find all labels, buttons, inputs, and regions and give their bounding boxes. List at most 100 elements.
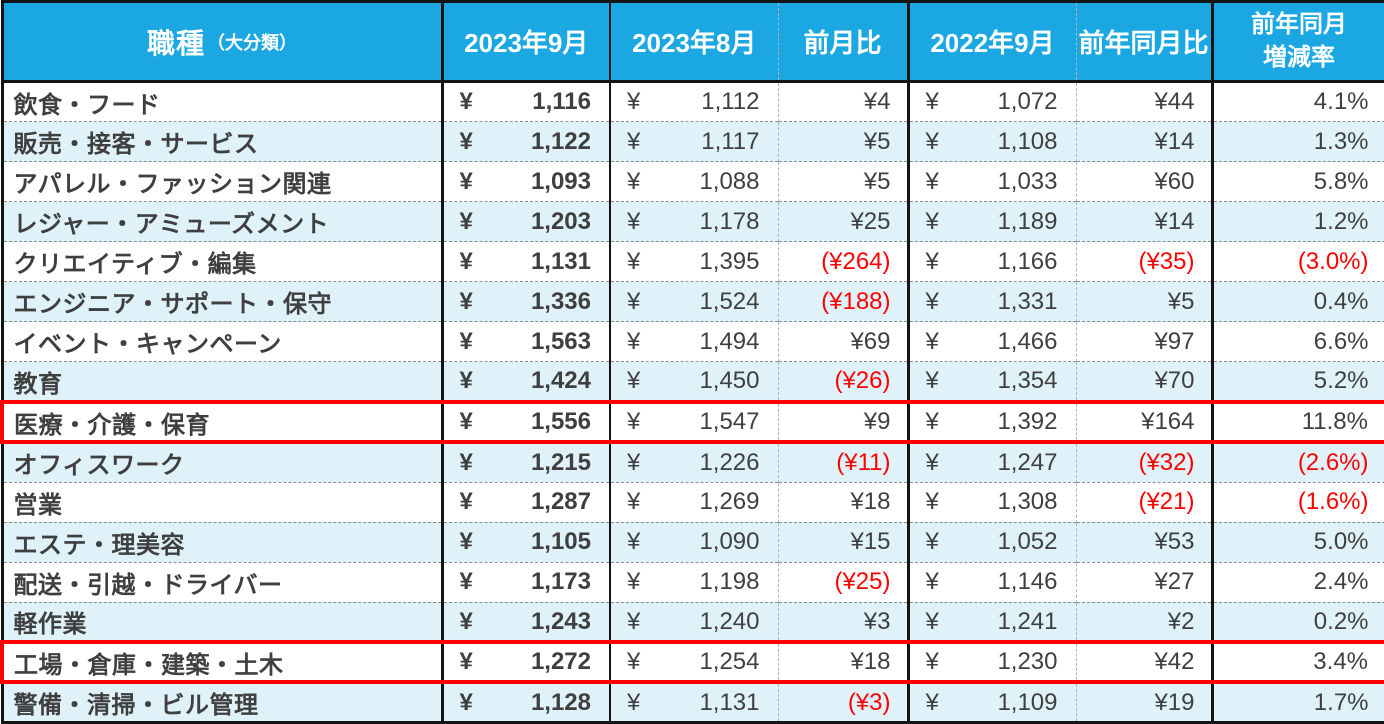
yoy-rate-cell: 1.7% [1212,681,1384,723]
wage-2023-09-cell: ¥1,173 [442,561,611,603]
yen-symbol: ¥ [925,167,939,195]
yoy-rate-cell: 5.8% [1212,161,1384,202]
wage-2022-09-cell: ¥1,033 [908,161,1077,202]
amount-value: 1,547 [699,408,760,436]
amount-value: 1,215 [530,448,591,476]
amount-value: 1,556 [530,408,591,436]
wage-2023-09-cell: ¥1,563 [442,321,611,362]
amount-value: 1,131 [699,688,760,716]
yen-symbol: ¥ [627,127,641,155]
amount-value: 1,117 [701,127,760,155]
amount-value: 1,336 [530,287,591,315]
wage-2023-08-cell: ¥1,269 [610,481,779,523]
header-mom-diff: 前月比 [778,1,910,83]
mom-diff-cell: (¥264) [778,241,910,282]
yen-symbol: ¥ [925,367,939,395]
amount-value: 1,093 [530,167,591,195]
category-cell: レジャー・アミューズメント [2,201,444,242]
wage-2022-09-cell: ¥1,308 [908,481,1077,523]
wage-2023-08-cell: ¥1,547 [610,399,779,445]
category-cell: 飲食・フード [2,81,444,122]
yen-symbol: ¥ [459,247,473,275]
category-cell: エステ・理美容 [2,521,444,563]
category-cell: アパレル・ファッション関連 [2,161,444,202]
wage-2022-09-cell: ¥1,392 [908,399,1077,445]
yen-symbol: ¥ [925,287,939,315]
yen-symbol: ¥ [459,287,473,315]
yoy-rate-cell: 5.0% [1212,521,1384,563]
wage-2023-08-cell: ¥1,240 [610,601,779,643]
amount-value: 1,563 [530,327,591,355]
yen-symbol: ¥ [459,688,473,716]
amount-value: 1,108 [997,127,1058,155]
yen-symbol: ¥ [627,207,641,235]
mom-diff-cell: ¥18 [778,640,910,685]
category-cell: 工場・倉庫・建築・土木 [0,640,444,685]
amount-value: 1,230 [997,648,1058,676]
wage-2023-09-cell: ¥1,116 [442,81,611,122]
yoy-diff-cell: ¥27 [1076,561,1214,603]
yen-symbol: ¥ [459,327,473,355]
wage-2023-08-cell: ¥1,524 [610,281,779,322]
wage-2023-09-cell: ¥1,128 [442,681,611,723]
yen-symbol: ¥ [459,528,473,556]
amount-value: 1,203 [530,207,591,235]
amount-value: 1,189 [997,207,1058,235]
wage-2023-08-cell: ¥1,088 [610,161,779,202]
header-job-category-main: 職種 [146,27,205,59]
amount-value: 1,254 [699,648,760,676]
yoy-diff-cell: ¥44 [1076,81,1214,122]
yen-symbol: ¥ [925,528,939,556]
header-job-category: 職種 （大分類） [2,1,444,83]
category-cell: オフィスワーク [2,441,444,483]
amount-value: 1,241 [997,607,1058,635]
yen-symbol: ¥ [627,488,641,516]
yen-symbol: ¥ [459,607,473,635]
table-row: エステ・理美容 ¥1,105 ¥1,090 ¥15 ¥1,052 ¥53 5.0% [2,521,1384,563]
yoy-diff-cell: (¥32) [1076,441,1214,483]
wage-2023-08-cell: ¥1,226 [610,441,779,483]
mom-diff-cell: ¥69 [778,321,910,362]
wage-2022-09-cell: ¥1,466 [908,321,1077,362]
wage-2023-08-cell: ¥1,198 [610,561,779,603]
amount-value: 1,146 [997,568,1058,596]
yoy-rate-cell: 1.3% [1212,121,1384,162]
amount-value: 1,240 [699,607,760,635]
yoy-rate-cell: 5.2% [1212,361,1384,402]
yen-symbol: ¥ [925,327,939,355]
amount-value: 1,392 [997,408,1058,436]
mom-diff-cell: (¥26) [778,361,910,402]
yoy-diff-cell: ¥97 [1076,321,1214,362]
wage-2022-09-cell: ¥1,331 [908,281,1077,322]
wage-2023-08-cell: ¥1,112 [610,81,779,122]
yen-symbol: ¥ [459,88,473,116]
amount-value: 1,166 [997,247,1058,275]
mom-diff-cell: ¥25 [778,201,910,242]
yen-symbol: ¥ [459,207,473,235]
wage-2023-09-cell: ¥1,215 [442,441,611,483]
yen-symbol: ¥ [459,488,473,516]
mom-diff-cell: ¥18 [778,481,910,523]
category-cell: 営業 [2,481,444,523]
wage-2022-09-cell: ¥1,146 [908,561,1077,603]
table-row: イベント・キャンペーン ¥1,563 ¥1,494 ¥69 ¥1,466 ¥97 6.6% [2,321,1384,362]
header-yoy-rate-line2: 増減率 [1263,43,1335,71]
amount-value: 1,226 [699,448,760,476]
amount-value: 1,272 [530,648,591,676]
table-body: 飲食・フード ¥1,116 ¥1,112 ¥4 ¥1,072 ¥44 4.1% 販売・接客・サ… [0,81,1384,723]
yoy-rate-cell: (3.0%) [1212,241,1384,282]
yoy-diff-cell: ¥14 [1076,121,1214,162]
category-cell: エンジニア・サポート・保守 [2,281,444,322]
yoy-diff-cell: ¥42 [1076,640,1214,685]
header-yoy-rate: 前年同月 増減率 [1212,1,1384,83]
yoy-diff-cell: ¥164 [1076,399,1214,445]
mom-diff-cell: (¥11) [778,441,910,483]
amount-value: 1,112 [701,88,760,116]
amount-value: 1,198 [699,568,760,596]
amount-value: 1,131 [530,247,591,275]
wage-2022-09-cell: ¥1,166 [908,241,1077,282]
wage-2023-09-cell: ¥1,131 [442,241,611,282]
wage-2023-09-cell: ¥1,105 [442,521,611,563]
category-cell: クリエイティブ・編集 [2,241,444,282]
